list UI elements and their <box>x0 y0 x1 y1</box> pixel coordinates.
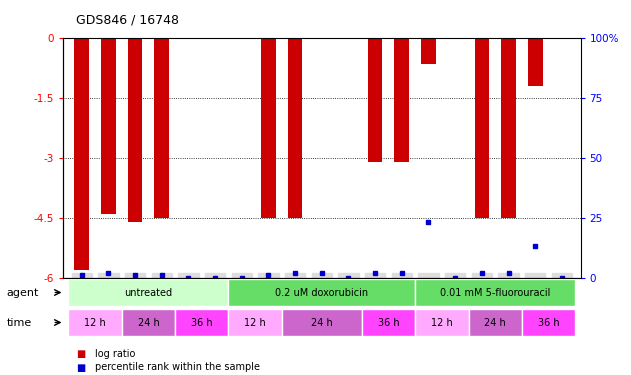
Text: percentile rank within the sample: percentile rank within the sample <box>95 363 259 372</box>
Bar <box>282 309 362 336</box>
Bar <box>522 309 575 336</box>
Bar <box>415 309 468 336</box>
Bar <box>362 309 415 336</box>
Text: agent: agent <box>6 288 38 297</box>
Bar <box>475 38 489 218</box>
Bar <box>101 38 115 213</box>
Text: 36 h: 36 h <box>538 318 559 327</box>
Text: 0.2 uM doxorubicin: 0.2 uM doxorubicin <box>275 288 369 297</box>
Bar <box>122 309 175 336</box>
Text: 12 h: 12 h <box>244 318 266 327</box>
Text: 36 h: 36 h <box>378 318 399 327</box>
Bar <box>415 279 575 306</box>
Text: 12 h: 12 h <box>84 318 106 327</box>
Bar <box>74 38 89 270</box>
Bar <box>228 279 415 306</box>
Bar <box>501 38 516 218</box>
Text: 36 h: 36 h <box>191 318 213 327</box>
Text: untreated: untreated <box>124 288 172 297</box>
Text: 0.01 mM 5-fluorouracil: 0.01 mM 5-fluorouracil <box>440 288 550 297</box>
Text: ■: ■ <box>76 363 85 372</box>
Text: 24 h: 24 h <box>138 318 159 327</box>
Text: log ratio: log ratio <box>95 350 135 359</box>
Bar <box>421 38 436 63</box>
Text: ■: ■ <box>76 350 85 359</box>
Text: 24 h: 24 h <box>485 318 506 327</box>
Text: 12 h: 12 h <box>431 318 452 327</box>
Bar <box>175 309 228 336</box>
Bar <box>228 309 282 336</box>
Bar <box>261 38 276 218</box>
Bar <box>68 279 228 306</box>
Text: 24 h: 24 h <box>311 318 333 327</box>
Text: time: time <box>6 318 32 327</box>
Bar <box>288 38 302 218</box>
Bar <box>368 38 382 162</box>
Bar <box>528 38 543 86</box>
Bar <box>394 38 409 162</box>
Bar <box>468 309 522 336</box>
Text: GDS846 / 16748: GDS846 / 16748 <box>76 13 179 26</box>
Bar <box>68 309 122 336</box>
Bar <box>127 38 143 222</box>
Bar <box>155 38 169 218</box>
